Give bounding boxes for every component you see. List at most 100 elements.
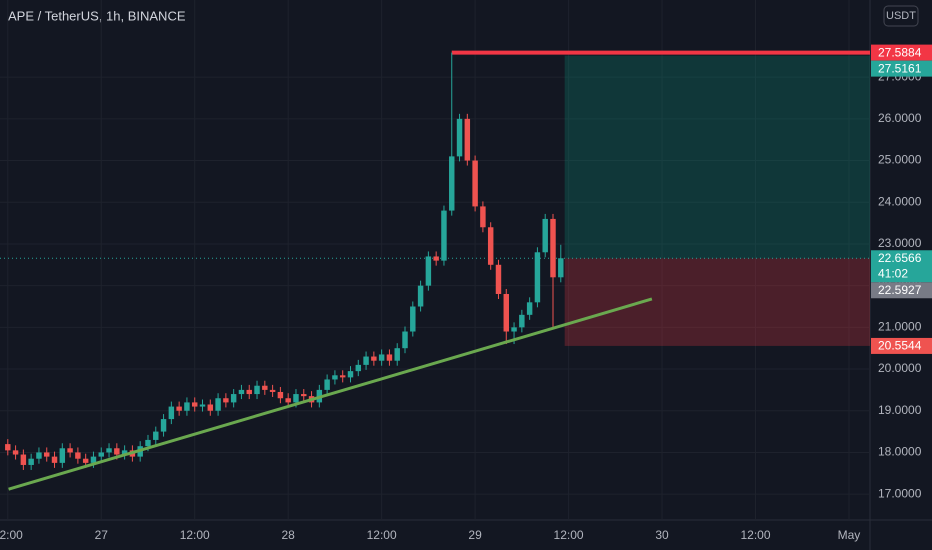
candle-body [371, 356, 377, 361]
candle-body [339, 375, 346, 378]
candle-body [526, 302, 533, 315]
price-label-box [871, 60, 932, 77]
price-label-box [871, 337, 932, 354]
candle-body [75, 452, 81, 459]
x-tick-label: 28 [282, 528, 296, 542]
candle-body [503, 293, 509, 332]
candle-body [176, 406, 182, 411]
y-tick-label: 23.0000 [878, 236, 922, 250]
x-tick-label: 12:00 [740, 528, 770, 542]
x-tick-label: 29 [468, 528, 482, 542]
y-tick-label: 19.0000 [878, 403, 922, 417]
candle-body [254, 385, 260, 395]
x-tick-label: May [838, 528, 861, 542]
candle-body [487, 227, 494, 265]
stop-zone [564, 258, 870, 346]
candle-body [464, 118, 471, 161]
y-tick-label: 18.0000 [878, 445, 922, 459]
candle-body [324, 379, 330, 390]
candle-body [301, 394, 307, 397]
candle-body [184, 402, 190, 411]
candle-body [121, 450, 128, 455]
candle-body [269, 389, 276, 392]
candle-body [550, 218, 556, 278]
candle-body [160, 419, 167, 432]
candle-body [355, 364, 362, 372]
price-label: 22.6566 [878, 251, 922, 265]
candle-body [44, 452, 50, 457]
y-tick-label: 20.0000 [878, 361, 922, 375]
candle-body [394, 348, 400, 361]
price-label: 27.5161 [878, 61, 922, 75]
candle-body [215, 398, 221, 411]
candle-body [425, 256, 432, 286]
candle-body [347, 371, 354, 378]
candle-body [378, 354, 385, 361]
candle-body [277, 391, 284, 399]
x-tick-label: 12:00 [180, 528, 210, 542]
candle-body [262, 385, 268, 390]
candle-body [5, 444, 11, 451]
candle-body [293, 394, 299, 403]
candle-body [59, 448, 66, 463]
price-label-box [871, 282, 932, 299]
currency-button[interactable] [883, 5, 919, 27]
candle-body [417, 285, 424, 307]
candle-body [519, 314, 525, 328]
candle-body [542, 218, 548, 253]
candle-body [51, 456, 58, 463]
candle-body [168, 406, 175, 420]
x-tick-label: 30 [655, 528, 669, 542]
y-tick-label: 21.0000 [878, 320, 922, 334]
x-tick-label: 27 [95, 528, 109, 542]
candle-body [191, 402, 198, 407]
price-label-box [871, 44, 932, 61]
candle-body [402, 331, 408, 349]
candle-body [433, 256, 439, 261]
candle-body [480, 206, 486, 228]
candle-body [82, 458, 89, 463]
y-tick-label: 25.0000 [878, 153, 922, 167]
price-label: 20.5544 [878, 339, 922, 353]
trendline [8, 297, 653, 491]
candle-body [534, 252, 541, 303]
price-label: 27.5884 [878, 45, 922, 59]
candle-body [90, 456, 97, 463]
target-zone [564, 55, 870, 259]
candle-body [386, 354, 393, 361]
candle-body [456, 118, 463, 157]
candle-body [145, 439, 151, 447]
candle-body [246, 389, 252, 395]
candle-body [199, 404, 206, 407]
candle-body [20, 454, 27, 465]
candle-body [441, 210, 447, 261]
candle-body [285, 398, 291, 403]
candle-body [12, 450, 19, 455]
plot [0, 0, 870, 520]
candle-body [28, 458, 34, 465]
x-tick-label: 12:00 [367, 528, 397, 542]
y-tick-label: 24.0000 [878, 194, 922, 208]
chart-title: APE / TetherUS, 1h, BINANCE [8, 8, 186, 23]
candle-body [98, 452, 104, 457]
x-tick-label: 12:00 [0, 528, 23, 542]
candle-body [495, 264, 502, 294]
candle-body [153, 431, 159, 440]
price-label-box [871, 250, 932, 283]
candle-body [511, 327, 517, 332]
candle-body [67, 448, 73, 453]
candle-body [114, 448, 120, 455]
candle-body [410, 306, 416, 332]
countdown-label: 41:02 [878, 266, 908, 280]
candle-body [36, 452, 42, 459]
candle-body [332, 375, 338, 380]
candle-body [558, 258, 564, 278]
candle-body [106, 448, 112, 453]
y-tick-label: 26.0000 [878, 111, 922, 125]
currency-label[interactable]: USDT [886, 10, 916, 22]
candle-body [223, 398, 229, 403]
x-tick-label: 12:00 [554, 528, 584, 542]
